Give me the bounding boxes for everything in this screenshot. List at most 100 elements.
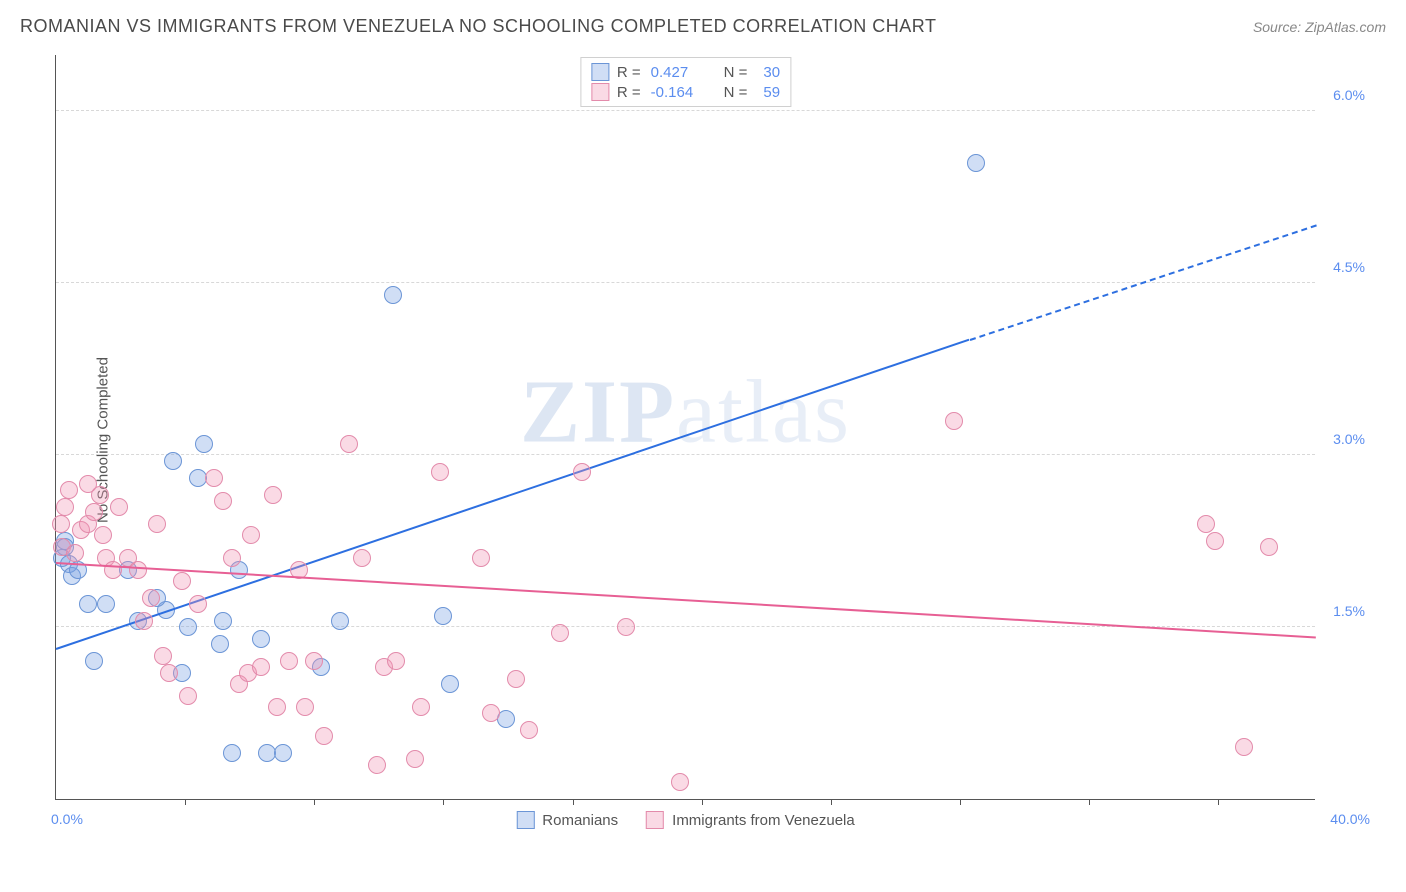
data-point	[242, 526, 260, 544]
y-tick-label: 4.5%	[1333, 259, 1365, 275]
legend-n-value: 59	[763, 84, 780, 101]
data-point	[164, 452, 182, 470]
data-point	[85, 652, 103, 670]
data-point	[368, 756, 386, 774]
gridline	[56, 454, 1315, 455]
data-point	[412, 698, 430, 716]
data-point	[195, 435, 213, 453]
x-tick	[185, 799, 186, 805]
x-tick	[960, 799, 961, 805]
legend-n-value: 30	[763, 64, 780, 81]
data-point	[353, 549, 371, 567]
data-point	[482, 704, 500, 722]
legend-swatch	[646, 811, 664, 829]
legend-row: R = 0.427 N = 30	[591, 62, 780, 82]
data-point	[296, 698, 314, 716]
correlation-legend: R = 0.427 N = 30R = -0.164 N = 59	[580, 57, 791, 107]
data-point	[406, 750, 424, 768]
legend-r-label: R =	[617, 64, 641, 81]
data-point	[129, 561, 147, 579]
data-point	[268, 698, 286, 716]
data-point	[154, 647, 172, 665]
data-point	[60, 481, 78, 499]
data-point	[110, 498, 128, 516]
data-point	[551, 624, 569, 642]
x-tick	[314, 799, 315, 805]
legend-r-value: 0.427	[651, 64, 716, 81]
data-point	[104, 561, 122, 579]
data-point	[497, 710, 515, 728]
x-tick	[702, 799, 703, 805]
data-point	[252, 658, 270, 676]
data-point	[223, 549, 241, 567]
data-point	[214, 492, 232, 510]
x-tick	[1089, 799, 1090, 805]
data-point	[179, 687, 197, 705]
x-axis-max-label: 40.0%	[1330, 811, 1370, 827]
source-attribution: Source: ZipAtlas.com	[1253, 19, 1386, 35]
gridline	[56, 110, 1315, 111]
data-point	[617, 618, 635, 636]
data-point	[214, 612, 232, 630]
data-point	[340, 435, 358, 453]
data-point	[173, 572, 191, 590]
legend-row: R =-0.164N =59	[591, 82, 780, 102]
data-point	[1260, 538, 1278, 556]
legend-swatch	[516, 811, 534, 829]
data-point	[85, 503, 103, 521]
y-tick-label: 1.5%	[1333, 603, 1365, 619]
data-point	[179, 618, 197, 636]
data-point	[205, 469, 223, 487]
chart-container: No Schooling Completed ZIPatlas R =0.427…	[55, 55, 1365, 825]
watermark: ZIPatlas	[520, 361, 851, 464]
data-point	[431, 463, 449, 481]
data-point	[79, 595, 97, 613]
legend-label: Romanians	[542, 812, 618, 829]
data-point	[160, 664, 178, 682]
x-tick	[573, 799, 574, 805]
data-point	[252, 630, 270, 648]
data-point	[280, 652, 298, 670]
legend-swatch	[591, 83, 609, 101]
x-axis-min-label: 0.0%	[51, 811, 83, 827]
data-point	[1197, 515, 1215, 533]
data-point	[264, 486, 282, 504]
x-tick	[831, 799, 832, 805]
data-point	[315, 727, 333, 745]
data-point	[387, 652, 405, 670]
data-point	[211, 635, 229, 653]
legend-r-value: -0.164	[651, 84, 716, 101]
data-point	[671, 773, 689, 791]
data-point	[52, 515, 70, 533]
data-point	[384, 286, 402, 304]
plot-area: ZIPatlas R =0.427N =30R =-0.164N =59 0.0…	[55, 55, 1315, 800]
data-point	[1235, 738, 1253, 756]
x-tick	[443, 799, 444, 805]
data-point	[331, 612, 349, 630]
data-point	[967, 154, 985, 172]
data-point	[1206, 532, 1224, 550]
data-point	[189, 595, 207, 613]
gridline	[56, 282, 1315, 283]
data-point	[520, 721, 538, 739]
y-tick-label: 3.0%	[1333, 431, 1365, 447]
data-point	[66, 544, 84, 562]
data-point	[573, 463, 591, 481]
data-point	[305, 652, 323, 670]
legend-label: Immigrants from Venezuela	[672, 812, 855, 829]
data-point	[135, 612, 153, 630]
data-point	[507, 670, 525, 688]
legend-n-label: N =	[724, 64, 748, 81]
legend-n-label: N =	[724, 84, 748, 101]
data-point	[441, 675, 459, 693]
data-point	[148, 515, 166, 533]
data-point	[274, 744, 292, 762]
data-point	[142, 589, 160, 607]
data-point	[945, 412, 963, 430]
legend-item: Romanians	[516, 811, 618, 829]
data-point	[472, 549, 490, 567]
data-point	[97, 595, 115, 613]
data-point	[56, 498, 74, 516]
legend-swatch	[591, 63, 609, 81]
y-tick-label: 6.0%	[1333, 87, 1365, 103]
